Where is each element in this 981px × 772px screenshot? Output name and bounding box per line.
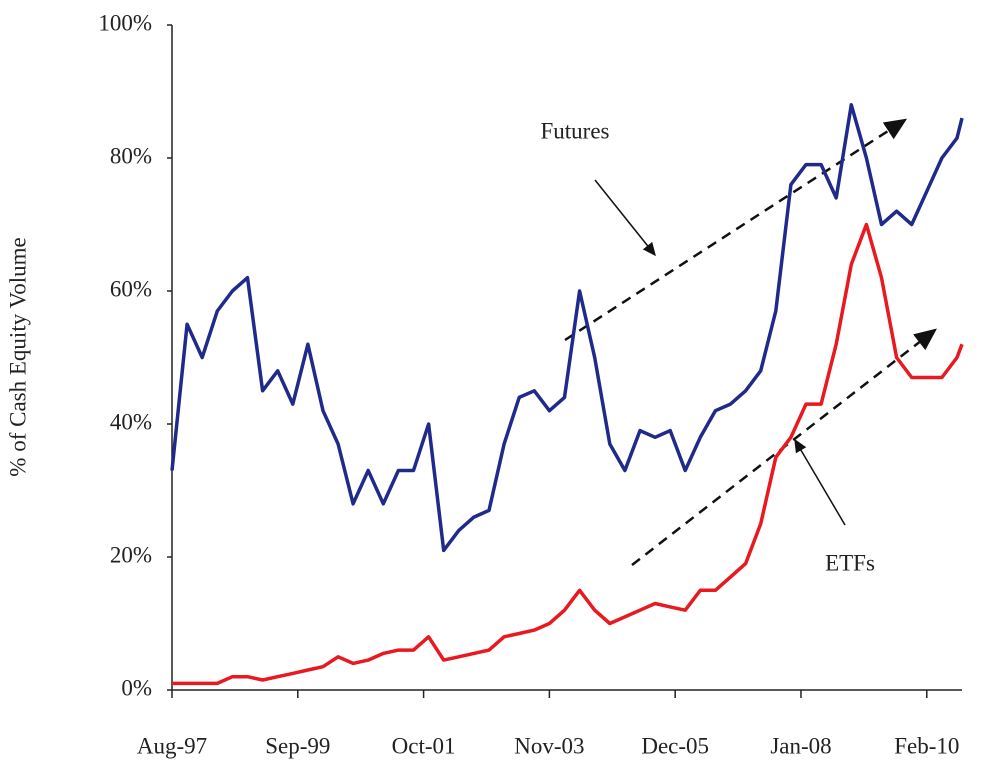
x-tick-label: Sep-99 xyxy=(265,733,330,758)
y-tick-label: 40% xyxy=(110,409,152,434)
y-tick-label: 0% xyxy=(121,675,152,700)
annotation: ETFs xyxy=(825,550,875,575)
line-series xyxy=(170,103,964,553)
trend-line xyxy=(564,118,908,342)
x-tick-label: Aug-97 xyxy=(137,733,207,758)
annotation-arrow xyxy=(794,438,846,526)
x-tick-label: Nov-03 xyxy=(514,733,584,758)
y-tick-label: 20% xyxy=(110,542,152,567)
annotation-arrow xyxy=(594,179,656,257)
x-tick-label: Oct-01 xyxy=(392,733,456,758)
y-axis-label: % of Cash Equity Volume xyxy=(5,237,30,476)
y-tick-label: 60% xyxy=(110,276,152,301)
x-tick-label: Jan-08 xyxy=(770,733,831,758)
line-series xyxy=(172,222,964,686)
y-tick-label: 80% xyxy=(110,143,152,168)
y-tick-label: 100% xyxy=(98,10,152,35)
x-tick-label: Feb-10 xyxy=(894,733,959,758)
annotation: Futures xyxy=(541,118,610,143)
x-tick-label: Dec-05 xyxy=(641,733,709,758)
